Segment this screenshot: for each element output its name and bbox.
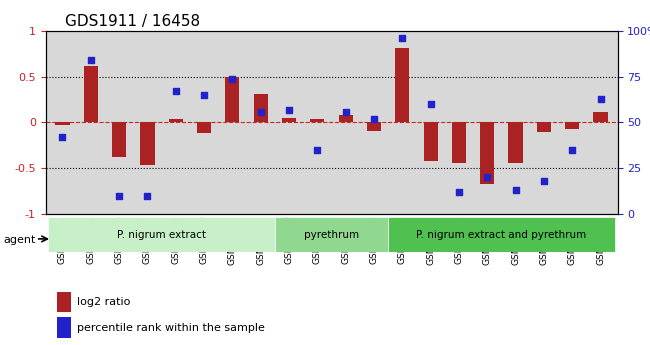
Point — [227, 76, 238, 81]
Point — [539, 178, 549, 184]
Bar — [565, 122, 579, 129]
Bar — [55, 122, 70, 125]
Bar — [197, 122, 211, 134]
Point — [255, 109, 266, 114]
Bar — [57, 292, 72, 312]
FancyBboxPatch shape — [388, 217, 615, 252]
Point — [199, 92, 209, 98]
Point — [482, 175, 493, 180]
Bar — [339, 115, 353, 122]
Point — [454, 189, 464, 195]
Text: percentile rank within the sample: percentile rank within the sample — [77, 323, 265, 333]
Point — [284, 107, 294, 112]
Point — [425, 101, 436, 107]
Bar — [57, 317, 72, 338]
Text: agent: agent — [3, 235, 36, 245]
Bar — [310, 119, 324, 122]
FancyBboxPatch shape — [48, 217, 275, 252]
Point — [142, 193, 153, 198]
Bar — [226, 77, 239, 122]
Bar — [254, 94, 268, 122]
Point — [312, 147, 322, 152]
Text: P. nigrum extract and pyrethrum: P. nigrum extract and pyrethrum — [416, 230, 586, 239]
Point — [86, 58, 96, 63]
Point — [114, 193, 124, 198]
Point — [341, 109, 351, 114]
Bar — [84, 66, 98, 122]
Bar — [112, 122, 126, 157]
Text: P. nigrum extract: P. nigrum extract — [117, 230, 206, 239]
Text: pyrethrum: pyrethrum — [304, 230, 359, 239]
Bar — [593, 111, 608, 122]
Bar — [537, 122, 551, 132]
Bar — [282, 118, 296, 122]
Point — [397, 36, 408, 41]
Point — [595, 96, 606, 101]
Point — [57, 134, 68, 140]
Bar — [452, 122, 466, 163]
Bar — [140, 122, 155, 166]
Bar — [367, 122, 381, 131]
Bar — [480, 122, 494, 184]
Point — [510, 187, 521, 193]
Point — [567, 147, 577, 152]
Bar — [508, 122, 523, 163]
Bar — [424, 122, 437, 161]
Bar — [169, 119, 183, 122]
Text: GDS1911 / 16458: GDS1911 / 16458 — [65, 14, 200, 29]
Point — [170, 89, 181, 94]
FancyBboxPatch shape — [275, 217, 388, 252]
Bar — [395, 48, 410, 122]
Point — [369, 116, 379, 121]
Text: log2 ratio: log2 ratio — [77, 297, 131, 307]
